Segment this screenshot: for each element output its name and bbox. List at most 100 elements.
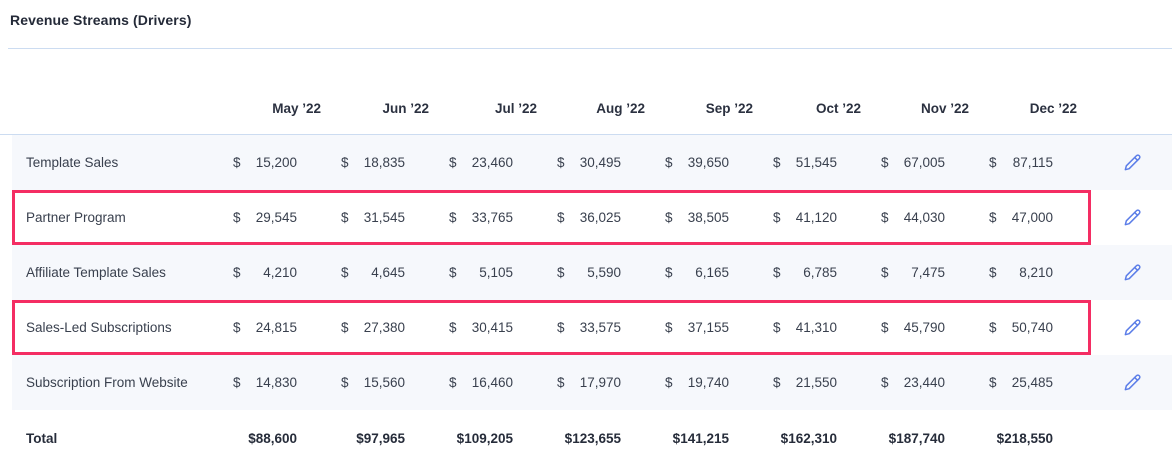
currency-symbol: $ (881, 210, 889, 225)
cell-value: 15,560 (363, 375, 405, 390)
value-cell: $17,970 (551, 375, 659, 390)
currency-symbol: $ (780, 430, 789, 446)
total-value: 123,655 (572, 430, 621, 446)
currency-symbol: $ (449, 265, 457, 280)
value-box: $29,545 (233, 210, 297, 225)
total-value: 97,965 (363, 430, 405, 446)
currency-symbol: $ (989, 155, 997, 170)
value-box: $16,460 (449, 375, 513, 390)
value-box: $41,120 (773, 210, 837, 225)
currency-symbol: $ (233, 210, 241, 225)
value-cell: $15,200 (227, 155, 335, 170)
value-box: $14,830 (233, 375, 297, 390)
table-row: Subscription From Website $14,830 $15,560 $… (0, 355, 1172, 410)
cell-value: 33,765 (471, 210, 513, 225)
row-area: Affiliate Template Sales $4,210 $4,645 $5,1… (12, 245, 1091, 300)
value-cell: $47,000 (983, 210, 1091, 225)
table-row: Partner Program $29,545 $31,545 $33,765 $36,… (0, 190, 1172, 245)
cell-value: 87,115 (1012, 155, 1053, 170)
value-box: $7,475 (881, 265, 945, 280)
cell-value: 50,740 (1011, 320, 1053, 335)
column-header: Oct ’22 (815, 101, 861, 116)
value-box: $31,545 (341, 210, 405, 225)
cell-value: 27,380 (363, 320, 405, 335)
edit-row-button[interactable] (1120, 261, 1144, 285)
value-cell: $37,155 (659, 320, 767, 335)
currency-symbol: $ (456, 430, 465, 446)
currency-symbol: $ (233, 155, 241, 170)
value-cell: $87,115 (983, 155, 1091, 170)
value-cell: $25,485 (983, 375, 1091, 390)
cell-value: 33,575 (579, 320, 621, 335)
total-label: Total (26, 430, 58, 446)
value-box: $25,485 (989, 375, 1053, 390)
value-box: $38,505 (665, 210, 729, 225)
currency-symbol: $ (449, 210, 457, 225)
cell-value: 51,545 (795, 155, 837, 170)
cell-value: 38,505 (687, 210, 729, 225)
currency-symbol: $ (881, 155, 889, 170)
revenue-table: May ’22 Jun ’22 Jul ’22 Aug ’22 Sep ’22 Oct ’… (0, 49, 1172, 466)
cell-value: 23,460 (471, 155, 513, 170)
value-cell: $8,210 (983, 265, 1091, 280)
value-cell: $45,790 (875, 320, 983, 335)
total-value-cell: $141,215 (659, 431, 767, 446)
value-cell: $16,460 (443, 375, 551, 390)
currency-symbol: $ (989, 265, 997, 280)
currency-symbol: $ (773, 265, 781, 280)
edit-row-button[interactable] (1120, 206, 1144, 230)
total-value: 218,550 (1004, 430, 1053, 446)
currency-symbol: $ (449, 155, 457, 170)
currency-symbol: $ (564, 430, 573, 446)
value-box: $15,200 (233, 155, 297, 170)
value-cell: $7,475 (875, 265, 983, 280)
edit-row-button[interactable] (1120, 316, 1144, 340)
title-divider (8, 48, 1172, 49)
value-cell: $51,545 (767, 155, 875, 170)
currency-symbol: $ (248, 430, 256, 446)
value-box: $37,155 (665, 320, 729, 335)
currency-symbol: $ (996, 430, 1005, 446)
total-value-cell: $123,655 (551, 431, 659, 446)
row-area: Subscription From Website $14,830 $15,560 $… (12, 355, 1091, 410)
edit-row-button[interactable] (1120, 151, 1144, 175)
value-cell: $33,575 (551, 320, 659, 335)
cell-value: 18,835 (363, 155, 405, 170)
value-cell: $19,740 (659, 375, 767, 390)
total-row: Total $88,600 $97,965 $109,205 $123,655 $141,… (0, 410, 1172, 466)
value-cell: $6,165 (659, 265, 767, 280)
value-box: $21,550 (773, 375, 837, 390)
table-row: Affiliate Template Sales $4,210 $4,645 $5,1… (0, 245, 1172, 300)
pencil-icon (1124, 373, 1141, 390)
highlighted-row-area: Sales-Led Subscriptions $24,815 $27,380 $30… (12, 300, 1091, 355)
value-box: $33,575 (557, 320, 621, 335)
highlighted-row-area: Partner Program $29,545 $31,545 $33,765 $36,… (12, 190, 1091, 245)
total-value-cell: $218,550 (983, 431, 1091, 446)
total-action-spacer (1091, 410, 1172, 466)
value-cell: $30,415 (443, 320, 551, 335)
cell-value: 5,105 (479, 265, 513, 280)
value-cell: $33,765 (443, 210, 551, 225)
currency-symbol: $ (665, 375, 673, 390)
value-box: $23,440 (881, 375, 945, 390)
currency-symbol: $ (989, 320, 997, 335)
cell-value: 31,545 (363, 210, 405, 225)
row-area: Template Sales $15,200 $18,835 $23,460 $30,4… (12, 135, 1091, 190)
value-cell: $41,120 (767, 210, 875, 225)
value-box: $24,815 (233, 320, 297, 335)
row-action-cell (1091, 190, 1172, 245)
value-cell: $31,545 (335, 210, 443, 225)
value-box: $19,740 (665, 375, 729, 390)
column-header: Sep ’22 (705, 101, 753, 116)
edit-row-button[interactable] (1120, 371, 1144, 395)
cell-value: 19,740 (687, 375, 729, 390)
value-box: $47,000 (989, 210, 1053, 225)
total-value-cell: $187,740 (875, 431, 983, 446)
cell-value: 16,460 (471, 375, 513, 390)
cell-value: 39,650 (687, 155, 729, 170)
currency-symbol: $ (773, 320, 781, 335)
total-value-cell: $162,310 (767, 431, 875, 446)
currency-symbol: $ (773, 210, 781, 225)
currency-symbol: $ (888, 430, 897, 446)
